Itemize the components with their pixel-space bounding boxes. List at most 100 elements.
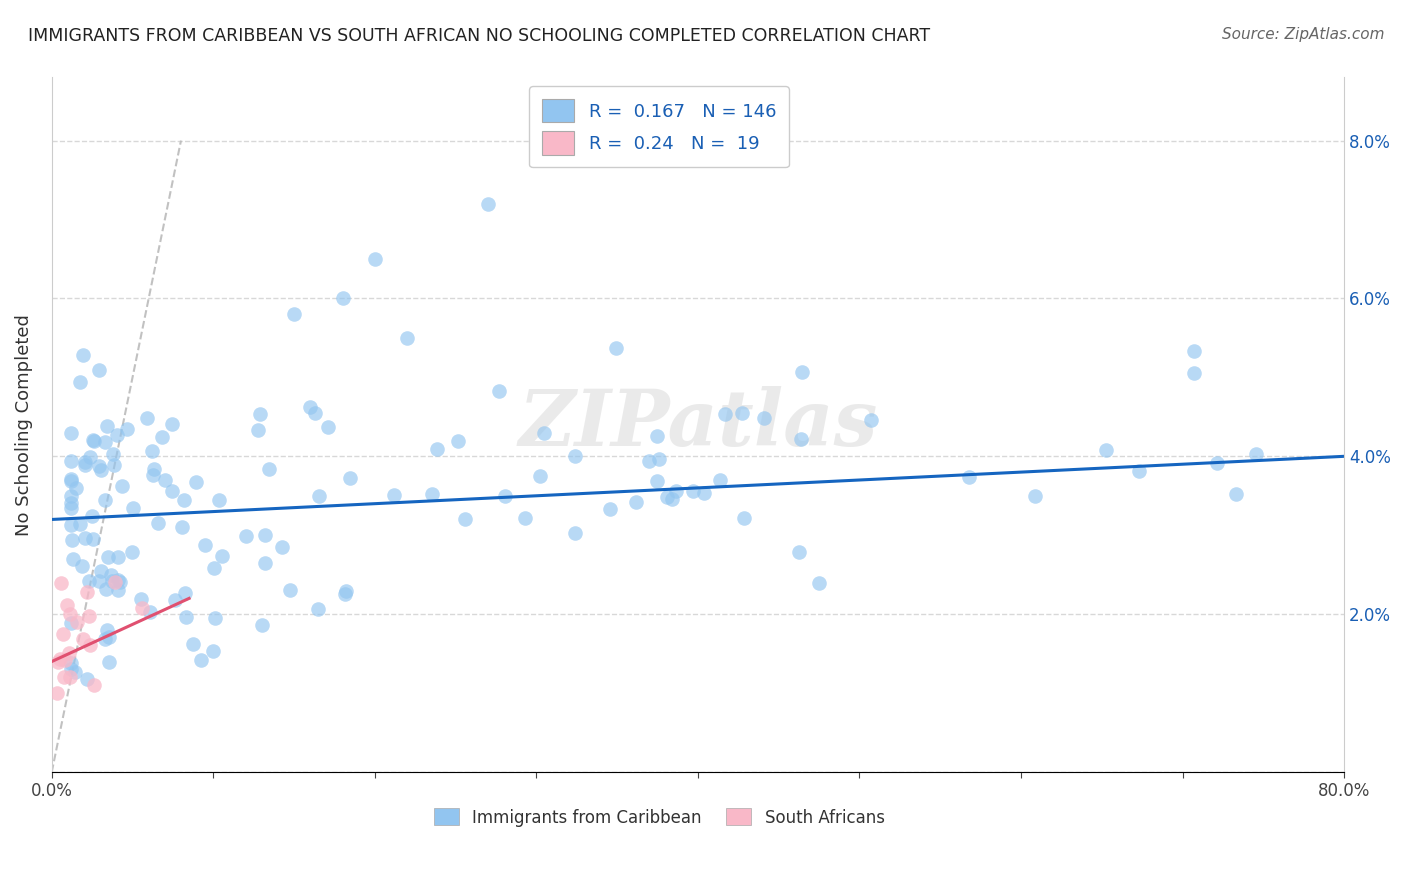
Point (733, 511, 755, 525)
Point (62, 552, 84, 566)
Point (682, 483, 704, 498)
Point (82, 433, 104, 447)
Point (79, 639, 101, 653)
Point (111, 478, 134, 492)
Point (136, 411, 159, 425)
Point (72, 632, 94, 647)
Text: IMMIGRANTS FROM CARIBBEAN VS SOUTH AFRICAN NO SCHOOLING COMPLETED CORRELATION CH: IMMIGRANTS FROM CARIBBEAN VS SOUTH AFRIC… (28, 27, 931, 45)
Point (96, 419, 118, 434)
Point (60, 496, 83, 510)
Point (335, 584, 357, 599)
Point (142, 467, 165, 482)
Point (384, 488, 406, 502)
Point (1244, 447, 1267, 461)
Point (97, 656, 120, 670)
Point (533, 425, 555, 440)
Point (107, 550, 129, 565)
Point (82, 532, 104, 546)
Point (153, 473, 176, 487)
Point (249, 407, 271, 421)
Point (60, 662, 83, 676)
Point (129, 591, 152, 606)
Point (160, 483, 183, 498)
Point (100, 574, 122, 588)
Point (77, 574, 100, 588)
Point (79, 450, 101, 465)
Point (96, 623, 118, 637)
Point (752, 410, 775, 425)
Point (65, 481, 87, 495)
Point (83, 434, 105, 448)
Point (1128, 464, 1150, 478)
Point (202, 561, 225, 575)
Point (76, 673, 98, 687)
Text: ZIPatlas: ZIPatlas (519, 386, 877, 463)
Point (790, 365, 813, 379)
Point (283, 307, 305, 321)
Point (60, 425, 83, 440)
Point (98, 630, 121, 644)
Point (60, 453, 83, 467)
Point (181, 637, 204, 651)
Point (60, 489, 83, 503)
Point (121, 545, 143, 559)
Point (60, 472, 83, 486)
Point (208, 493, 231, 508)
Point (307, 601, 329, 615)
Point (107, 573, 129, 587)
Point (1182, 344, 1205, 359)
Point (204, 610, 226, 624)
Point (253, 556, 276, 570)
Point (693, 486, 716, 500)
Point (513, 511, 536, 525)
Point (808, 576, 831, 591)
Point (89, 459, 111, 474)
Point (139, 605, 162, 619)
Point (77, 608, 100, 623)
Point (252, 617, 274, 632)
Point (122, 500, 145, 515)
Point (82, 508, 104, 523)
Point (174, 610, 197, 624)
Point (160, 417, 183, 432)
Point (454, 512, 477, 526)
Point (488, 384, 510, 399)
Point (89, 565, 111, 579)
Point (90, 463, 112, 477)
Point (53, 653, 76, 667)
Point (426, 442, 449, 457)
Point (731, 406, 754, 420)
Point (278, 582, 301, 597)
Point (194, 538, 217, 552)
Point (529, 468, 551, 483)
Point (647, 474, 669, 488)
Point (211, 549, 233, 563)
Point (60, 474, 83, 488)
Point (709, 473, 731, 487)
Point (60, 615, 83, 630)
Point (1095, 443, 1118, 458)
Point (73, 531, 96, 545)
Point (60, 500, 83, 515)
Point (396, 331, 419, 345)
Point (49, 576, 72, 591)
Point (150, 430, 173, 444)
Point (142, 462, 165, 476)
Point (333, 587, 356, 601)
Point (107, 428, 129, 442)
Point (83, 678, 105, 692)
Point (254, 528, 277, 542)
Point (87, 363, 110, 377)
Point (246, 423, 269, 437)
Point (53, 669, 76, 683)
Point (420, 487, 443, 501)
Point (790, 432, 813, 446)
Point (60, 656, 83, 670)
Point (655, 490, 678, 504)
Point (787, 545, 810, 559)
Point (131, 601, 153, 615)
Point (97, 549, 120, 564)
Point (104, 574, 127, 589)
Point (308, 488, 330, 502)
Point (599, 502, 621, 516)
